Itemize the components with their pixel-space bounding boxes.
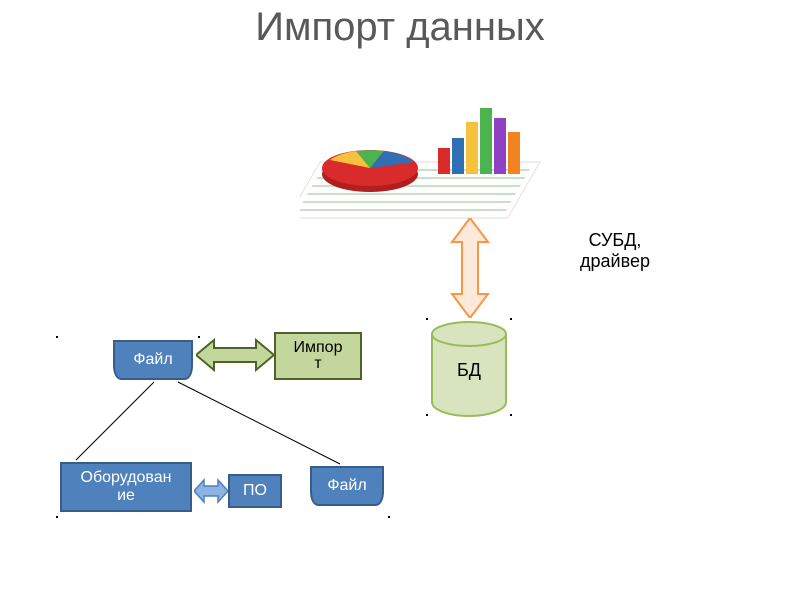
file-bottom-box: Файл	[310, 466, 384, 506]
diagram-stage: Импорт данных	[0, 0, 800, 600]
equipment-label: Оборудован ие	[81, 469, 172, 504]
po-label: ПО	[243, 482, 267, 500]
po-box: ПО	[228, 474, 282, 508]
file-bottom-label: Файл	[327, 477, 366, 495]
equip-po-arrow	[194, 478, 228, 504]
equipment-box: Оборудован ие	[60, 462, 192, 512]
